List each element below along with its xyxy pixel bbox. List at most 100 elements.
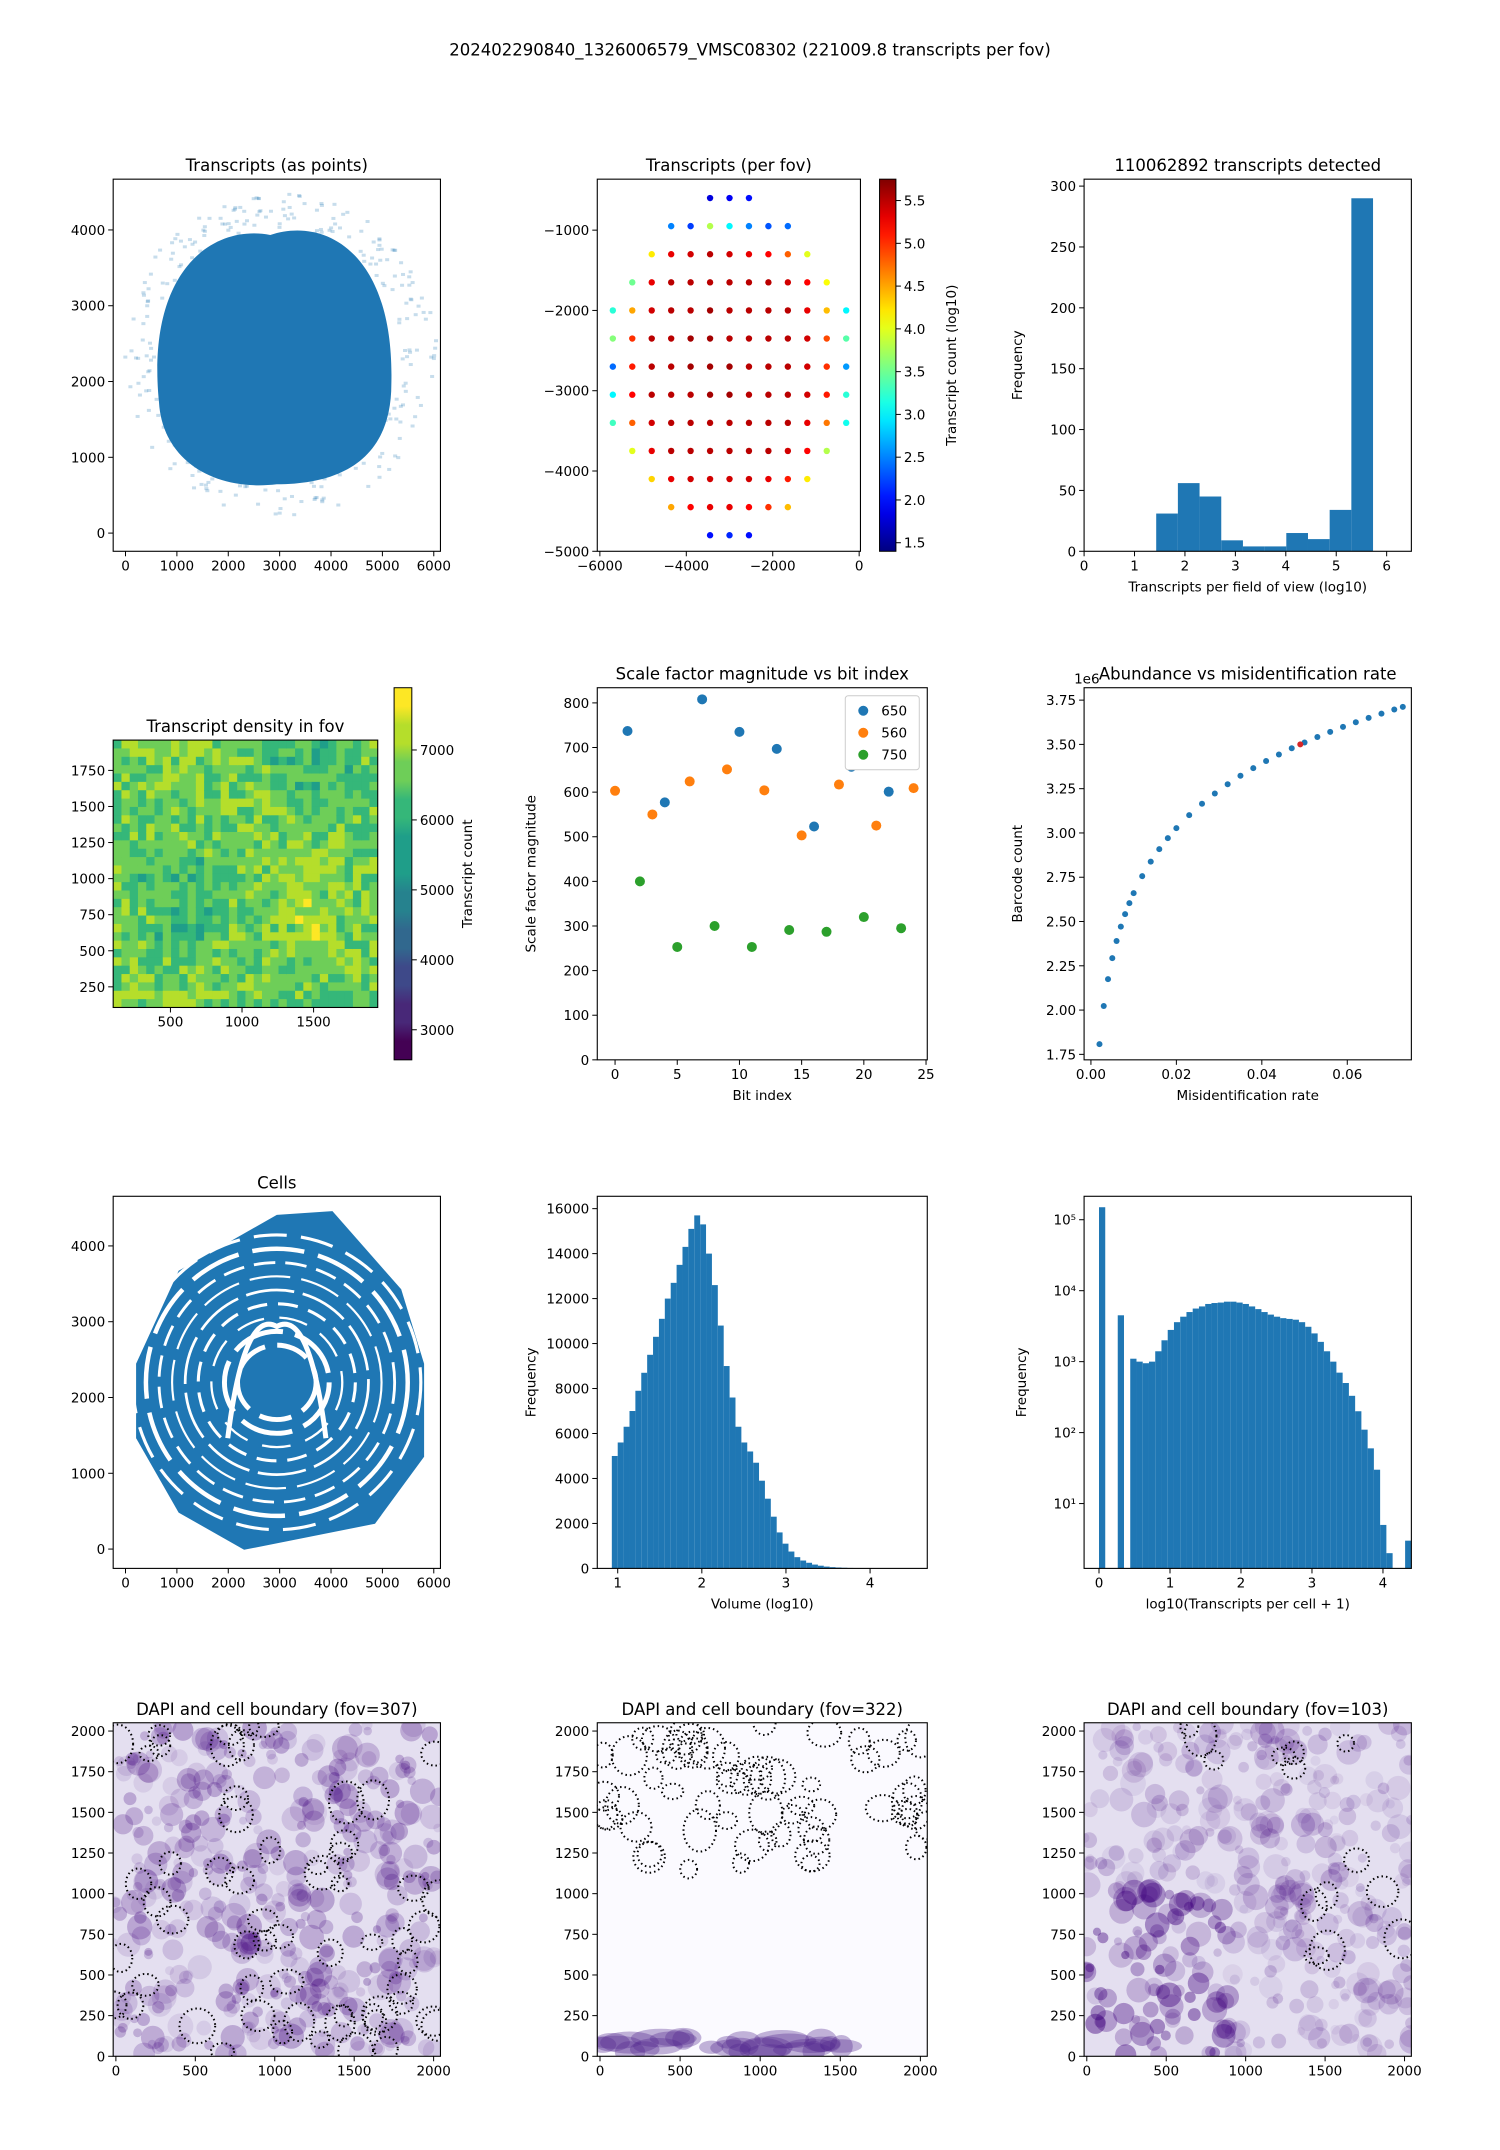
dapi-blob	[1229, 1884, 1241, 1896]
density-cell	[369, 857, 378, 867]
density-cell	[204, 915, 213, 925]
cell-boundary	[149, 1734, 172, 1758]
density-cell	[129, 848, 139, 858]
density-cell	[319, 882, 329, 892]
dapi-blob	[133, 2042, 156, 2057]
cell-boundary	[309, 2030, 331, 2049]
y-tick-label: 3.50	[1046, 737, 1076, 753]
dapi-blob	[204, 1921, 226, 1943]
density-cell	[261, 823, 271, 833]
fov-point	[784, 475, 792, 483]
density-cell	[129, 748, 139, 758]
faint-points	[145, 304, 150, 308]
dapi-blob	[1329, 1815, 1339, 1825]
point	[1122, 911, 1129, 918]
fov-point	[804, 279, 811, 286]
fov-point	[804, 335, 811, 342]
density-cell	[187, 840, 197, 850]
density-cell	[295, 873, 304, 883]
fov-point	[745, 363, 753, 370]
faint-points	[319, 203, 324, 207]
fov-point	[726, 335, 733, 342]
density-cell	[137, 798, 147, 808]
dapi-blob	[261, 1905, 277, 1920]
dapi-blob	[1233, 1865, 1253, 1885]
faint-points	[170, 251, 175, 255]
fov-point	[648, 391, 655, 398]
density-cell	[220, 832, 230, 841]
faint-points	[415, 395, 420, 399]
dapi-blob	[1282, 1919, 1303, 1939]
density-cell	[286, 740, 296, 750]
fov-point	[629, 279, 636, 286]
density-cell	[369, 790, 378, 800]
faint-points	[386, 412, 391, 416]
faint-points	[292, 513, 297, 517]
density-cell	[237, 781, 247, 791]
density-cell	[121, 823, 131, 833]
density-cell	[171, 765, 180, 775]
density-cell	[154, 748, 164, 758]
faint-points	[421, 310, 426, 314]
density-cell	[361, 890, 371, 900]
cell-boundary	[689, 1726, 726, 1770]
dapi-blob	[145, 1750, 154, 1759]
dapi-blob	[739, 2037, 787, 2057]
dapi-bg	[1084, 1722, 1412, 2057]
faint-points	[133, 356, 138, 360]
cell-boundary	[643, 1766, 664, 1790]
density-cell	[187, 815, 197, 825]
dapi-blob	[1097, 1932, 1109, 1944]
density-cell	[278, 974, 288, 984]
density-cell	[146, 990, 156, 1000]
plot-area	[1098, 1207, 1412, 1569]
density-cell	[295, 790, 304, 800]
density-cell	[261, 832, 271, 841]
dapi-blob	[1369, 1913, 1379, 1924]
dapi-blob	[390, 1822, 409, 1841]
x-tick-label: 4	[1282, 558, 1291, 574]
density-cell	[369, 773, 378, 783]
cell-boundary	[373, 2035, 399, 2057]
dapi-blob	[1121, 1879, 1147, 1905]
density-cell	[352, 898, 362, 908]
dapi-blob	[192, 1781, 212, 1801]
dapi-blob	[1166, 1825, 1184, 1842]
density-cell	[295, 832, 304, 841]
dapi-blob	[423, 1947, 441, 1968]
faint-points	[320, 500, 325, 504]
density-cell	[245, 873, 255, 883]
density-cell	[270, 798, 280, 808]
density-cell	[278, 990, 288, 1000]
density-cell	[113, 756, 123, 766]
fov-point	[765, 335, 772, 342]
density-cell	[195, 781, 205, 791]
cb-tick-label: 4.5	[904, 279, 925, 295]
density-cell	[162, 907, 172, 917]
cell-boundary	[1303, 1946, 1330, 1966]
dapi-blob	[1249, 1812, 1269, 1832]
fov-point	[687, 222, 694, 230]
density-cell	[286, 748, 296, 758]
dapi-blob	[1378, 1993, 1400, 2015]
faint-points	[161, 425, 166, 429]
density-cell	[261, 990, 271, 1000]
density-cell	[352, 890, 362, 900]
cell-boundary	[610, 1735, 648, 1777]
density-cell	[171, 999, 180, 1008]
dapi-blob	[287, 1879, 304, 1896]
faint-points	[202, 225, 207, 229]
dapi-blob	[138, 1762, 159, 1783]
density-cell	[129, 857, 139, 867]
density-cell	[253, 974, 263, 984]
dapi-blob	[363, 1977, 372, 1986]
density-cell	[336, 915, 346, 925]
dapi-blob	[1140, 1882, 1166, 1908]
dapi-blob	[200, 1731, 222, 1753]
density-cell	[336, 781, 346, 791]
cell-boundary	[361, 1995, 399, 2034]
density-cell	[369, 823, 378, 833]
dapi-blob	[376, 1934, 389, 1947]
density-cell	[121, 882, 131, 892]
